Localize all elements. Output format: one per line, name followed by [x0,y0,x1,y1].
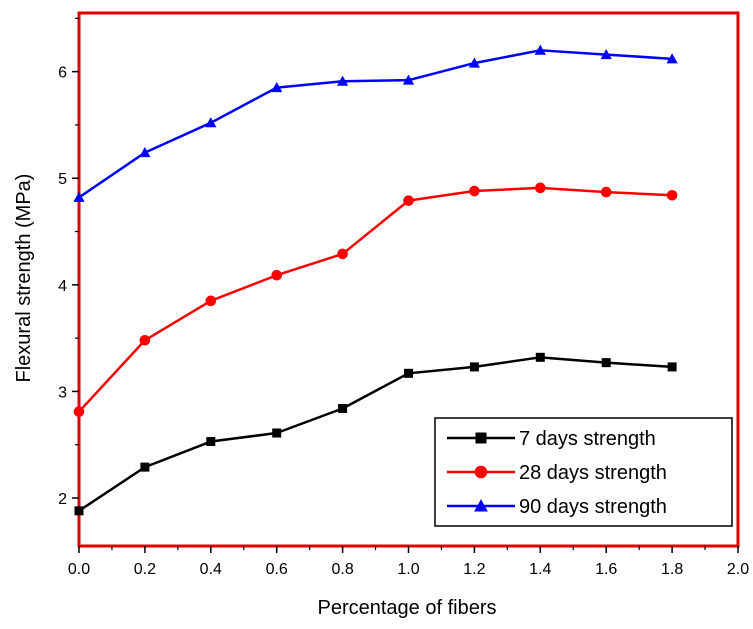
x-tick-label: 1.6 [595,561,617,578]
x-tick-label: 1.8 [661,561,683,578]
legend-marker [474,465,488,479]
legend-marker [475,432,487,444]
x-tick-label: 1.4 [529,561,551,578]
data-point [601,358,611,368]
legend-label: 7 days strength [519,428,656,450]
data-point [469,362,479,372]
data-point [402,74,415,85]
x-tick-label: 0.4 [200,561,222,578]
data-point [666,53,678,64]
data-point [73,406,85,417]
data-point [338,403,348,413]
x-tick-label: 0.2 [134,561,156,578]
data-point [600,186,612,198]
series-1 [74,352,677,516]
data-point [337,248,348,260]
data-point [139,147,151,158]
data-point [404,368,413,378]
y-tick-label: 2 [58,491,67,508]
y-axis-title: Flexural strength (MPa) [13,174,35,383]
series-layer [73,44,678,516]
data-point [205,295,217,307]
axes-layer: 0.0 0.2 0.4 0.6 0.8 1.0 1.2 1.4 1.6 1.8 2.0 2 3 4 5 6 [58,11,749,578]
data-point [403,195,414,206]
y-tick-label: 3 [58,384,67,401]
data-point [206,437,216,447]
x-tick-label: 0.6 [266,561,288,578]
data-point [535,182,546,194]
data-point [74,506,84,516]
data-point [272,428,282,438]
y-tick-label: 6 [58,65,67,82]
data-point [271,81,283,93]
y-tick-label: 5 [58,171,67,188]
data-point [468,57,481,68]
legend: 7 days strength 28 days strength 90 days s… [434,417,733,527]
legend-label: 28 days strength [519,462,667,484]
data-point [469,185,480,197]
data-point [336,75,349,86]
y-tick-label: 4 [58,278,67,295]
x-tick-label: 1.0 [397,561,419,578]
series-line [78,356,673,512]
legend-label: 90 days strength [519,496,667,518]
series-2 [73,182,678,417]
series-line [78,186,673,413]
data-point [535,352,545,362]
data-point [140,462,150,472]
data-point [205,117,217,128]
x-tick-label: 0.0 [68,561,90,578]
x-tick-label: 2.0 [727,561,749,578]
legend-marker [474,499,488,512]
data-point [271,269,283,281]
data-point [534,44,546,55]
series-line [78,49,673,199]
x-tick-label: 0.8 [331,561,353,578]
series-3 [73,44,678,202]
data-point [666,189,678,201]
x-tick-label: 1.2 [463,561,485,578]
x-axis-title: Percentage of fibers [318,597,497,619]
data-point [600,48,612,60]
data-point [667,362,677,372]
data-point [139,334,151,346]
data-point [73,191,85,202]
